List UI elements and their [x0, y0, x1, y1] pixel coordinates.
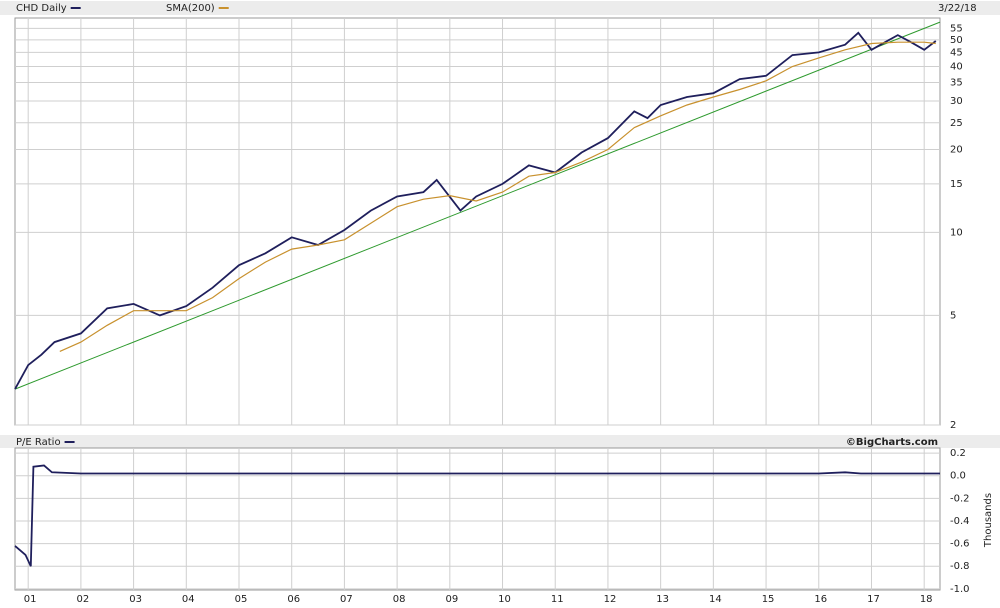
header-bar: [0, 1, 1000, 15]
y-tick-label: 10: [950, 227, 963, 238]
x-tick-label: 05: [235, 594, 248, 605]
date-label: 3/22/18: [938, 3, 977, 14]
x-tick-label: 08: [393, 594, 406, 605]
series-line: [59, 41, 936, 352]
x-tick-label: 10: [498, 594, 511, 605]
y-tick-label: 0.2: [950, 448, 966, 459]
y-tick-label: -1.0: [950, 584, 970, 595]
x-tick-label: 18: [920, 594, 933, 605]
y-tick-label: 25: [950, 118, 963, 129]
legend-label: SMA(200): [166, 3, 215, 14]
x-tick-label: 14: [709, 594, 722, 605]
y-tick-label: 30: [950, 96, 963, 107]
y-tick-label: 0.0: [950, 471, 966, 482]
x-tick-label: 16: [814, 594, 827, 605]
y-tick-label: 5: [950, 310, 956, 321]
y-tick-label: 35: [950, 77, 963, 88]
x-tick-label: 09: [445, 594, 458, 605]
x-tick-label: 04: [182, 594, 195, 605]
x-tick-label: 03: [129, 594, 142, 605]
trend-line: [14, 21, 941, 390]
x-tick-label: 01: [24, 594, 37, 605]
x-tick-label: 15: [762, 594, 775, 605]
legend-label: P/E Ratio: [16, 437, 61, 448]
source: ©BigCharts.com: [846, 437, 938, 448]
y-tick-label: 2: [950, 420, 956, 431]
y-tick-label: -0.6: [950, 539, 970, 550]
y-tick-label: 15: [950, 179, 963, 190]
x-tick-label: 11: [551, 594, 564, 605]
plot-area: [14, 17, 941, 426]
y-tick-label: 50: [950, 35, 963, 46]
y-tick-label: 45: [950, 47, 963, 58]
x-tick-label: 02: [77, 594, 90, 605]
x-tick-label: 07: [340, 594, 353, 605]
series-line: [14, 464, 940, 567]
x-tick-label: 12: [604, 594, 617, 605]
plot-area: [14, 447, 941, 591]
x-tick-label: 13: [656, 594, 669, 605]
y-tick-label: -0.2: [950, 493, 970, 504]
y-tick-label: 20: [950, 144, 963, 155]
y-tick-label: 40: [950, 62, 963, 73]
series-line: [14, 31, 937, 390]
x-tick-label: 17: [867, 594, 880, 605]
y-tick-label: -0.4: [950, 516, 970, 527]
x-tick-label: 06: [287, 594, 300, 605]
y-tick-label: -0.8: [950, 561, 970, 572]
y-tick-label: 55: [950, 23, 963, 34]
y-axis-label: Thousands: [983, 493, 994, 548]
header-bar: [0, 435, 1000, 448]
legend-label: CHD Daily: [16, 3, 67, 14]
